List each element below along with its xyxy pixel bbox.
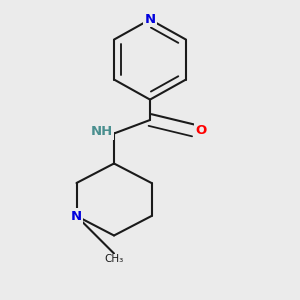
Text: O: O [195,124,206,137]
Text: N: N [144,13,156,26]
Text: CH₃: CH₃ [104,254,124,264]
Text: NH: NH [90,125,112,139]
Text: N: N [71,209,82,223]
